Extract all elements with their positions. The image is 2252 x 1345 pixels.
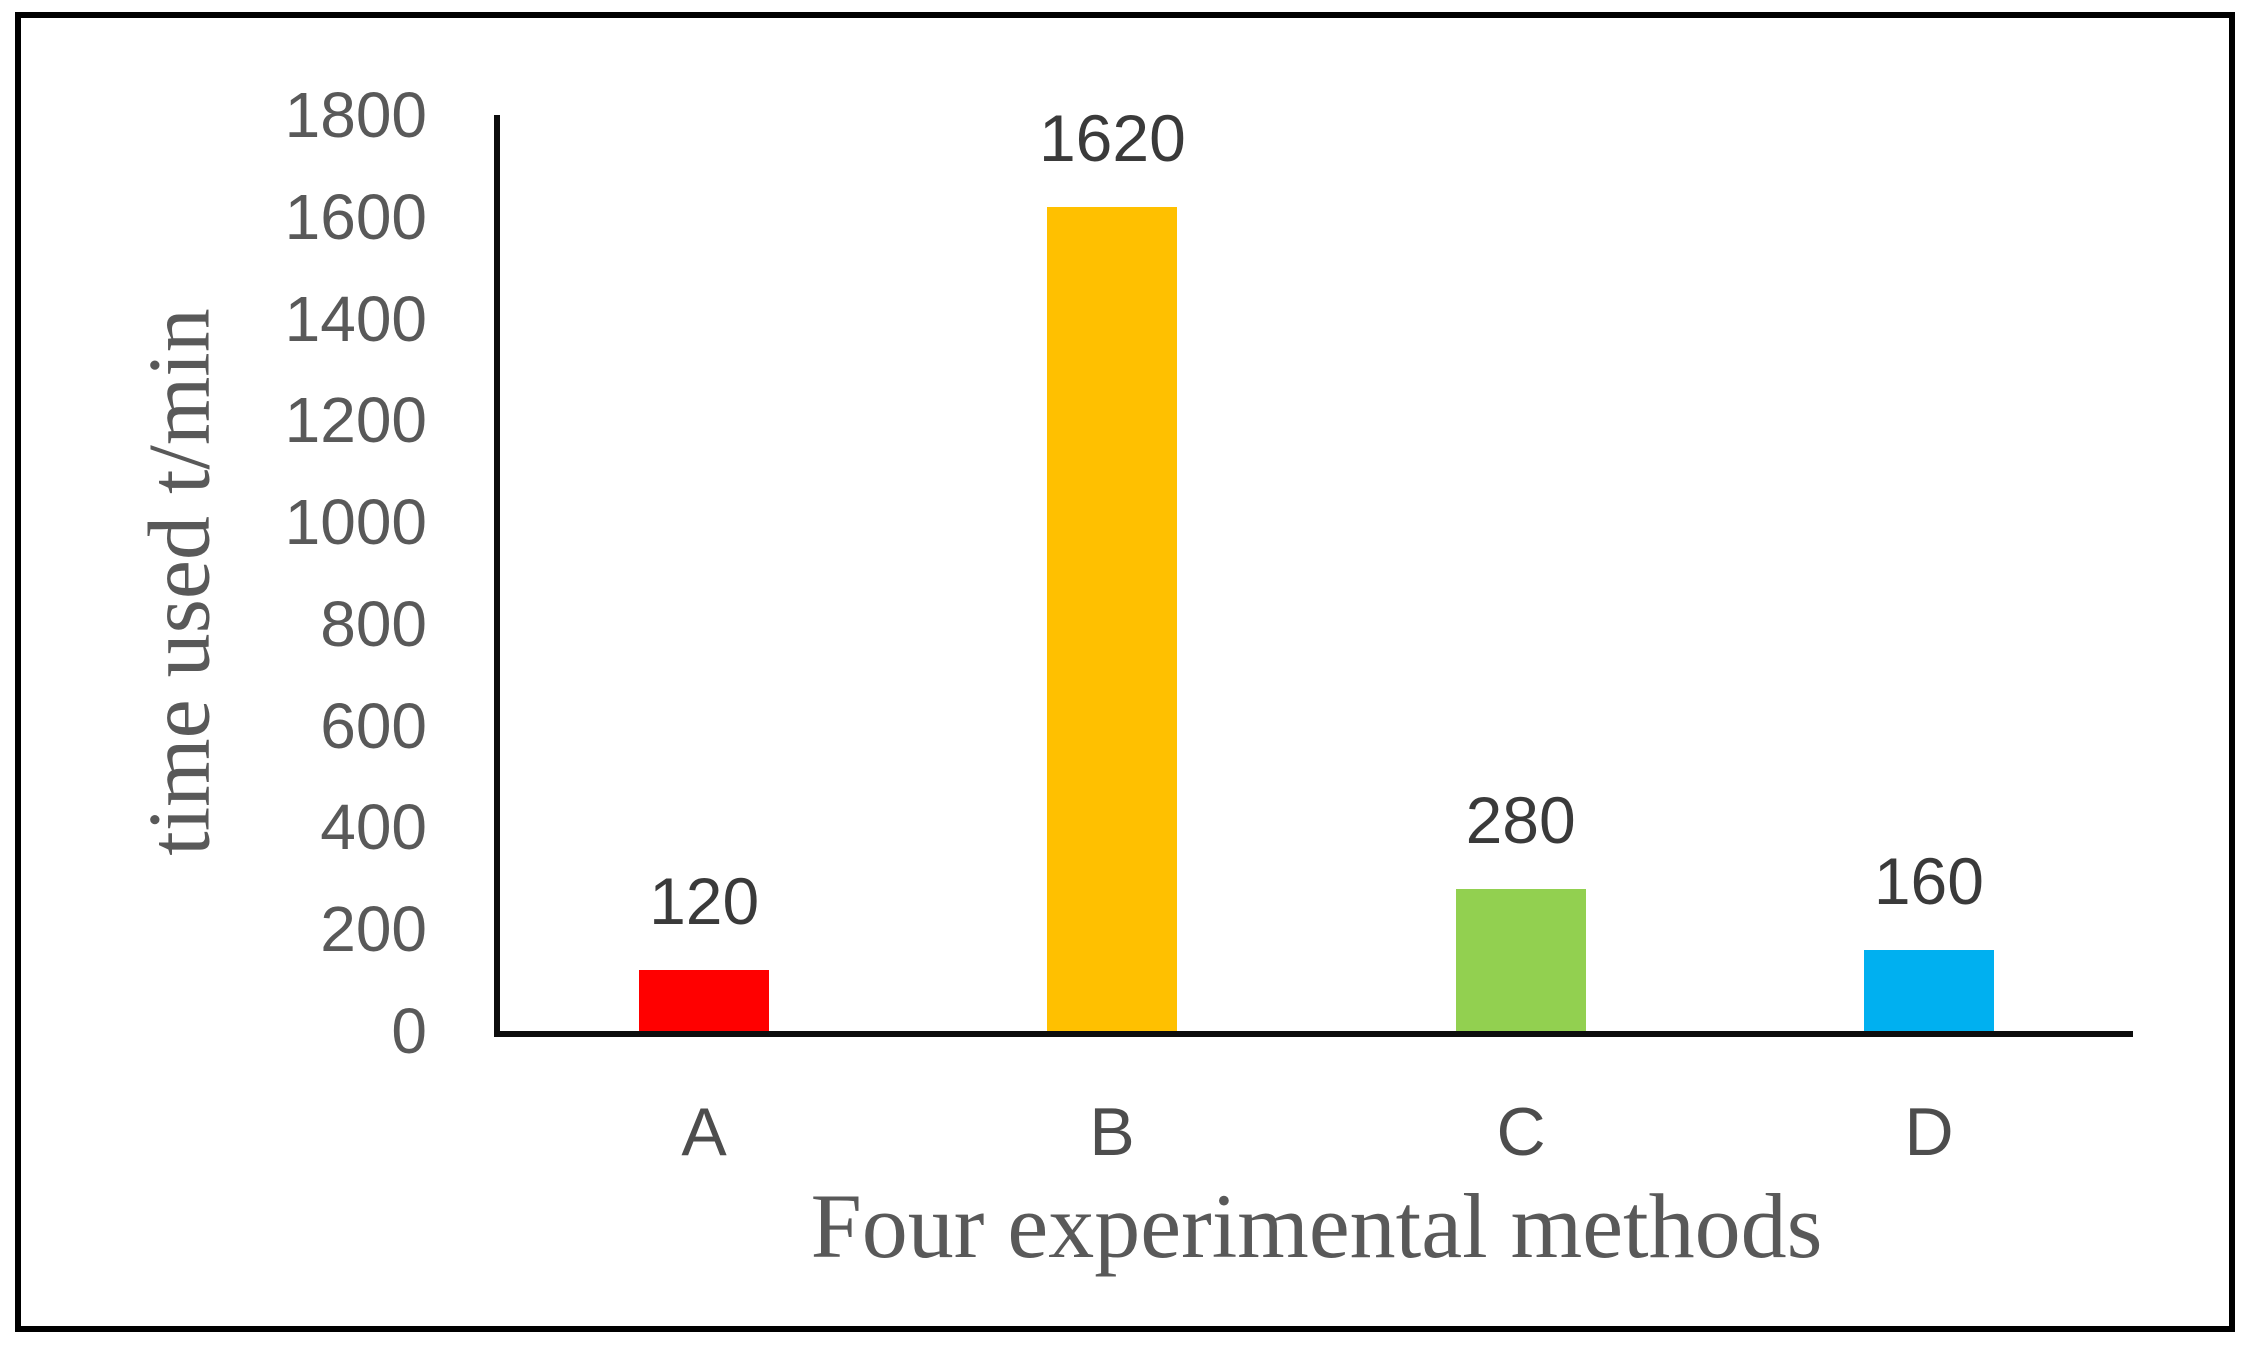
y-tick-600: 600 (320, 690, 427, 762)
data-label-B: 1620 (1038, 101, 1186, 175)
bar-B (1047, 207, 1178, 1031)
x-axis-title: Four experimental methods (810, 1175, 1823, 1277)
x-category-D: D (1904, 1094, 1954, 1170)
bar-A (639, 970, 770, 1031)
y-tick-1400: 1400 (284, 283, 427, 355)
bar-group-C: 280 (1455, 783, 1586, 1031)
y-tick-1200: 1200 (284, 384, 427, 456)
x-axis-category-labels: A B C D (500, 1043, 2133, 1173)
y-tick-1800: 1800 (284, 79, 427, 151)
bar-group-A: 120 (639, 864, 770, 1031)
bar-group-B: 1620 (1039, 101, 1186, 1031)
data-label-D: 160 (1873, 844, 1984, 918)
bar-group-D: 160 (1863, 844, 1994, 1031)
x-category-C: C (1496, 1094, 1546, 1170)
y-tick-1600: 1600 (284, 181, 427, 253)
data-label-C: 280 (1465, 783, 1576, 857)
bar-D (1863, 950, 1994, 1031)
y-axis-tick-labels: 1800 1600 1400 1200 1000 800 600 400 200 0 (0, 79, 427, 1067)
y-tick-1000: 1000 (284, 486, 427, 558)
plot-area: 120 1620 280 160 (494, 101, 2133, 1037)
y-tick-0: 0 (391, 995, 427, 1067)
y-tick-400: 400 (320, 791, 427, 863)
data-label-A: 120 (649, 864, 760, 938)
y-tick-800: 800 (320, 588, 427, 660)
bar-C (1455, 889, 1586, 1031)
x-category-B: B (1089, 1094, 1135, 1170)
x-category-A: A (681, 1094, 727, 1170)
y-tick-200: 200 (320, 893, 427, 965)
